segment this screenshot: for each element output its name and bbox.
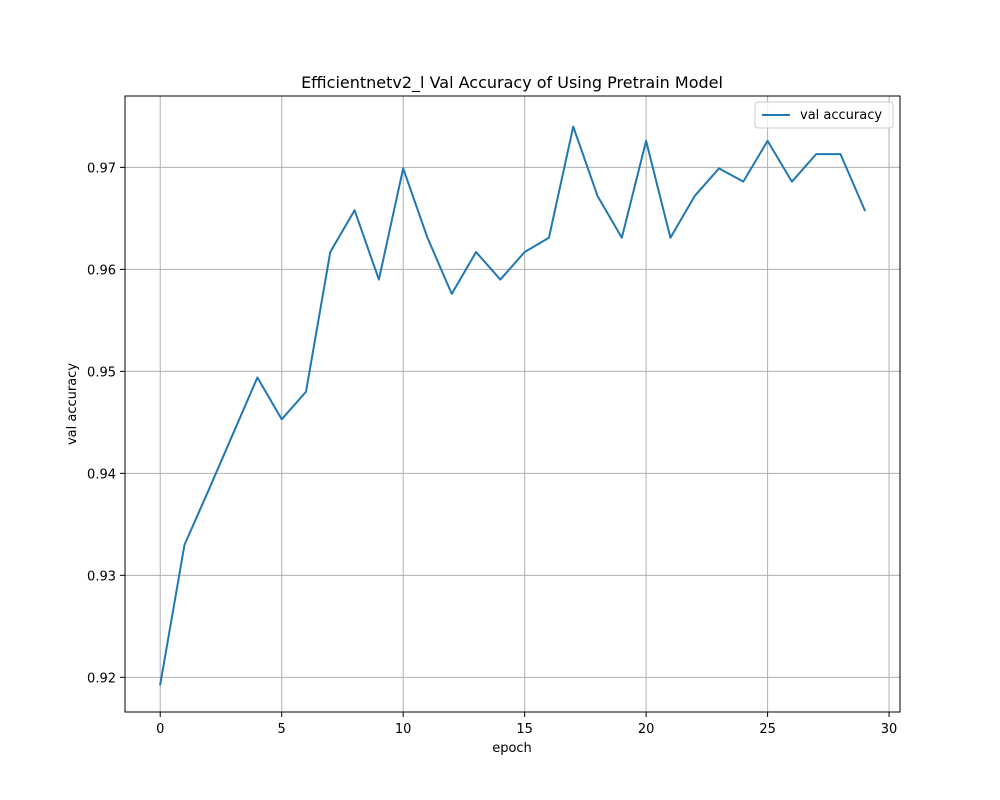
legend: val accuracy (754, 101, 894, 129)
data-point (597, 195, 599, 197)
data-point (329, 251, 331, 253)
chart-title: Efficientnetv2_l Val Accuracy of Using P… (301, 73, 723, 93)
data-point (256, 376, 258, 378)
x-tick-label: 15 (516, 722, 533, 737)
data-point (184, 544, 186, 546)
grid (125, 96, 900, 712)
legend-box (754, 101, 894, 129)
data-point (499, 279, 501, 281)
y-tick-label: 0.95 (87, 365, 116, 380)
data-point (815, 153, 817, 155)
x-tick-label: 20 (638, 722, 655, 737)
data-point (451, 293, 453, 295)
x-tick-label: 25 (759, 722, 776, 737)
data-point (791, 181, 793, 183)
data-point (694, 195, 696, 197)
data-point (426, 237, 428, 239)
data-point (864, 209, 866, 211)
data-point (305, 391, 307, 393)
series-line-val-accuracy (159, 125, 867, 686)
y-axis-label: val accuracy (65, 363, 80, 445)
y-tick-label: 0.96 (87, 263, 116, 278)
y-tick-label: 0.92 (87, 671, 116, 686)
data-point (524, 251, 526, 253)
data-point (208, 489, 210, 491)
data-point (281, 418, 283, 420)
data-point (378, 279, 380, 281)
data-point (354, 209, 356, 211)
data-point (475, 251, 477, 253)
x-tick-label: 30 (881, 722, 898, 737)
plot-frame (124, 95, 901, 713)
x-tick-label: 10 (395, 722, 412, 737)
data-point (669, 237, 671, 239)
series-layer (159, 125, 867, 686)
data-point (548, 237, 550, 239)
x-tick-label: 5 (278, 722, 286, 737)
y-tick-label: 0.97 (87, 161, 116, 176)
x-tick-label: 0 (156, 722, 164, 737)
data-point (767, 140, 769, 142)
data-point (839, 153, 841, 155)
data-point (232, 433, 234, 435)
data-point (621, 237, 623, 239)
y-tick-label: 0.93 (87, 569, 116, 584)
y-tick-label: 0.94 (87, 467, 116, 482)
y-axis-ticks: 0.92 0.93 0.94 0.95 0.96 0.97 (87, 161, 125, 686)
x-axis-label: epoch (492, 741, 532, 756)
data-point (742, 181, 744, 183)
data-point (402, 167, 404, 169)
data-point (572, 126, 574, 128)
data-point (645, 140, 647, 142)
data-point (718, 167, 720, 169)
data-point (159, 683, 161, 685)
legend-label-val-accuracy: val accuracy (800, 108, 882, 123)
x-axis-ticks: 0 5 10 15 20 25 30 (156, 712, 897, 737)
